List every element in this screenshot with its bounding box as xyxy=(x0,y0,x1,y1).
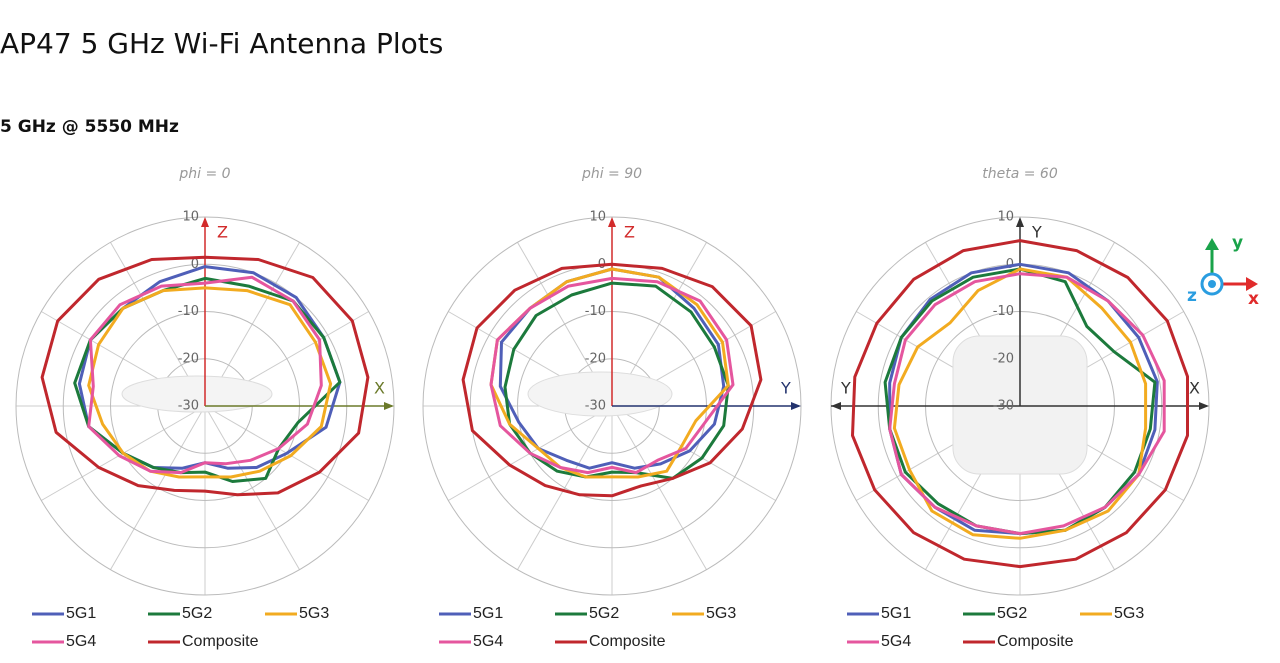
icon-x-head xyxy=(1246,277,1258,291)
r-tick-label: 10 xyxy=(182,210,199,225)
chart-title: phi = 90 xyxy=(581,166,642,182)
r-tick-label: 0 xyxy=(1006,257,1014,272)
r-tick-label: -20 xyxy=(993,351,1014,366)
legend-label: 5G2 xyxy=(182,605,212,622)
r-tick-label: -10 xyxy=(178,304,199,319)
icon-label: y xyxy=(1232,233,1243,253)
series-curve xyxy=(489,276,735,475)
axis-label: X xyxy=(1189,379,1200,398)
polar-chart: phi = 0 Z X 10 0 -10 -20 -30 5G1 5G2 5G3 5G4 Composi… xyxy=(15,166,395,650)
section-title: 5 GHz @ 5550 MHz xyxy=(0,117,179,137)
axis-label: Y xyxy=(840,379,851,398)
legend-label: 5G1 xyxy=(881,605,911,622)
legend-label: 5G1 xyxy=(66,605,96,622)
icon-label: x xyxy=(1248,289,1259,309)
r-tick-label: 10 xyxy=(589,210,606,225)
axis-label: Y xyxy=(780,379,791,398)
legend-label: 5G1 xyxy=(473,605,503,622)
series-curve xyxy=(87,286,333,479)
icon-label: z xyxy=(1187,286,1197,306)
axis-label: X xyxy=(374,379,385,398)
axis-up-head xyxy=(201,217,209,227)
series-curve xyxy=(87,275,323,475)
legend-label: 5G4 xyxy=(66,633,96,650)
legend-label: 5G3 xyxy=(1114,605,1144,622)
chart-title: theta = 60 xyxy=(982,166,1058,182)
legend-label: 5G2 xyxy=(997,605,1027,622)
r-tick-label: -20 xyxy=(178,351,199,366)
r-tick-label: -10 xyxy=(993,304,1014,319)
r-tick-label: -20 xyxy=(585,351,606,366)
series-curve xyxy=(851,239,1189,569)
icon-y-head xyxy=(1205,238,1219,250)
series-curve xyxy=(40,255,370,497)
legend-label: Composite xyxy=(997,633,1074,650)
series-curve xyxy=(498,267,726,470)
icon-z-dot xyxy=(1208,280,1216,288)
axis-up-head xyxy=(1016,217,1024,227)
r-tick-label: 10 xyxy=(997,210,1014,225)
r-tick-label: -30 xyxy=(585,399,606,414)
axis-left-head xyxy=(831,402,841,410)
series-curve xyxy=(461,262,763,498)
axis-label: Z xyxy=(624,223,635,242)
axis-right-head xyxy=(791,402,801,410)
legend-label: 5G3 xyxy=(299,605,329,622)
series-curve xyxy=(892,267,1148,540)
r-tick-label: -10 xyxy=(585,304,606,319)
legend-label: 5G2 xyxy=(589,605,619,622)
legend-label: 5G4 xyxy=(473,633,503,650)
r-tick-label: -30 xyxy=(178,399,199,414)
legend-label: 5G3 xyxy=(706,605,736,622)
page-title: AP47 5 GHz Wi-Fi Antenna Plots xyxy=(0,27,443,60)
axis-label: Z xyxy=(217,223,228,242)
axis-right-head xyxy=(384,402,394,410)
r-tick-label: -30 xyxy=(993,399,1014,414)
legend-label: Composite xyxy=(182,633,259,650)
axis-label: Y xyxy=(1031,223,1042,242)
device xyxy=(527,371,673,417)
legend-label: 5G4 xyxy=(881,633,911,650)
r-tick-label: 0 xyxy=(191,257,199,272)
axis-up-head xyxy=(608,217,616,227)
series-curve xyxy=(888,272,1166,536)
legend-label: Composite xyxy=(589,633,666,650)
series-curve xyxy=(503,281,730,480)
polar-chart: theta = 60 Y X Y 10 0 -10 -20 -30 5G1 5G2 5G3 5G4 Com… xyxy=(830,166,1210,650)
device xyxy=(121,375,273,413)
axis-right-head xyxy=(1199,402,1209,410)
orientation-icon: y z x xyxy=(1187,233,1259,309)
chart-title: phi = 0 xyxy=(178,166,230,182)
